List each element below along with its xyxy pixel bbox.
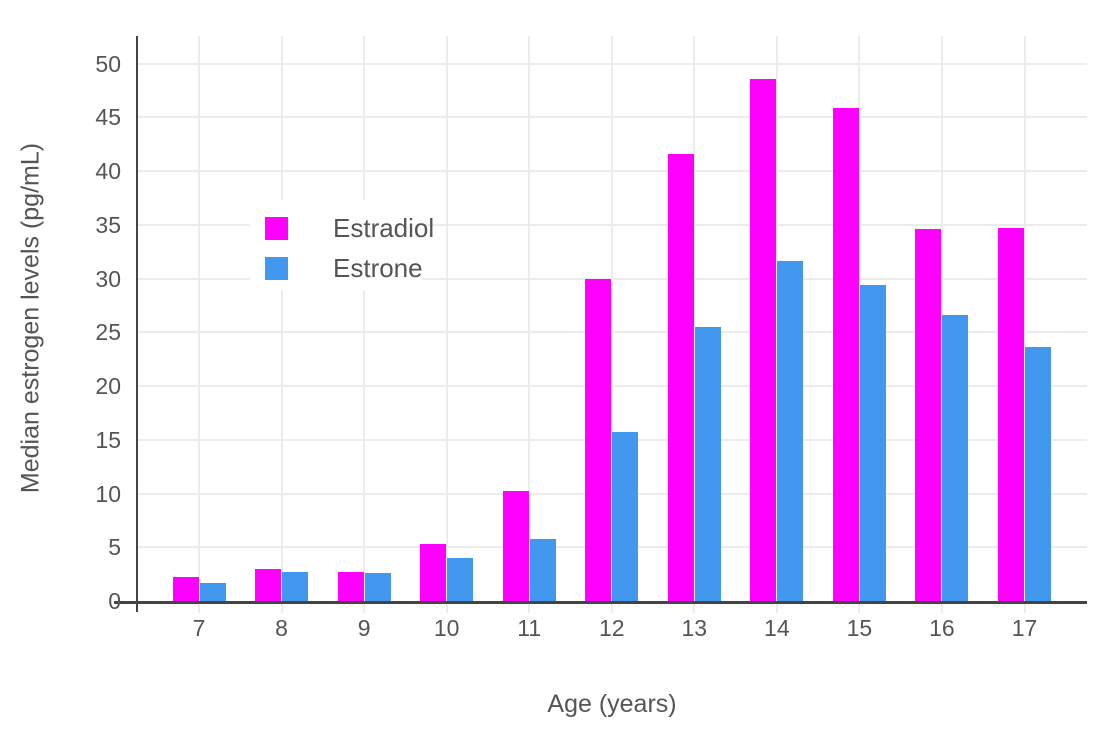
- bar-estrone-age-13[interactable]: [694, 326, 721, 601]
- bar-estradiol-age-14[interactable]: [750, 78, 777, 601]
- gridline-vertical: [775, 36, 778, 613]
- y-tick-label: 45: [95, 104, 121, 131]
- bar-estradiol-age-13[interactable]: [667, 153, 694, 601]
- y-axis-line: [135, 36, 138, 612]
- gridline-horizontal: [138, 223, 1087, 226]
- y-tick-label: 0: [108, 588, 121, 614]
- bar-estradiol-age-12[interactable]: [585, 278, 612, 601]
- y-tick-label: 5: [108, 534, 121, 561]
- legend-item-estradiol[interactable]: Estradiol: [265, 215, 434, 241]
- gridline-vertical: [610, 36, 613, 613]
- gridline-vertical: [858, 36, 861, 613]
- y-tick-label: 10: [95, 480, 121, 507]
- bar-estradiol-age-7[interactable]: [172, 577, 199, 601]
- y-tick-label: 20: [95, 373, 121, 399]
- gridline-horizontal: [138, 62, 1087, 65]
- x-tick-label: 13: [681, 615, 708, 641]
- x-tick-label: 9: [357, 615, 371, 641]
- bar-estrone-age-17[interactable]: [1025, 347, 1051, 601]
- gridline-horizontal: [138, 116, 1087, 119]
- gridline-horizontal: [138, 385, 1087, 387]
- x-axis-title: Age (years): [547, 690, 677, 718]
- x-tick-label: 14: [764, 615, 790, 641]
- y-tick-label: 15: [95, 426, 121, 453]
- x-axis-line: [114, 601, 1087, 604]
- bar-estrone-age-9[interactable]: [364, 573, 391, 601]
- legend-label: Estrone: [333, 253, 423, 283]
- gridline-vertical: [940, 36, 943, 613]
- y-tick-label: 50: [95, 50, 121, 77]
- y-tick-label: 25: [95, 319, 121, 346]
- gridline-horizontal: [138, 277, 1087, 280]
- gridline-vertical: [1023, 36, 1026, 613]
- x-tick-label: 12: [598, 615, 625, 641]
- bar-estrone-age-16[interactable]: [942, 315, 969, 601]
- bar-estradiol-age-11[interactable]: [502, 491, 529, 601]
- bar-estrone-age-15[interactable]: [859, 284, 886, 601]
- bar-estrone-age-12[interactable]: [612, 432, 639, 601]
- gridline-vertical: [445, 36, 448, 613]
- bar-estradiol-age-16[interactable]: [915, 229, 942, 601]
- bar-estradiol-age-10[interactable]: [420, 544, 447, 601]
- x-tick-label: 16: [929, 615, 955, 641]
- x-tick-label: 10: [433, 615, 460, 641]
- gridline-horizontal: [138, 331, 1087, 334]
- legend: Estradiol Estrone: [250, 200, 434, 290]
- bar-estrone-age-14[interactable]: [777, 261, 804, 601]
- y-tick-label: 30: [95, 265, 121, 292]
- legend-label: Estradiol: [333, 213, 435, 243]
- bar-estrone-age-8[interactable]: [282, 571, 309, 601]
- y-tick-label: 40: [95, 158, 121, 184]
- gridline-vertical: [693, 36, 696, 613]
- y-tick-label: 35: [95, 211, 121, 238]
- x-tick-label: 11: [517, 615, 542, 641]
- x-tick-label: 7: [192, 615, 206, 641]
- bar-estradiol-age-9[interactable]: [337, 571, 364, 601]
- bar-estrone-age-7[interactable]: [199, 582, 226, 601]
- bar-estradiol-age-15[interactable]: [832, 107, 859, 601]
- gridline-vertical: [528, 36, 531, 613]
- bar-estrone-age-11[interactable]: [529, 538, 556, 601]
- gridline-vertical: [280, 36, 283, 613]
- gridline-horizontal: [138, 170, 1087, 172]
- y-axis-title: Median estrogen levels (pg/mL): [16, 142, 45, 494]
- legend-swatch-estrone: [265, 256, 288, 280]
- x-tick-label: 8: [275, 615, 288, 641]
- bar-estrone-age-10[interactable]: [447, 558, 474, 601]
- bar-estradiol-age-17[interactable]: [998, 227, 1024, 601]
- gridline-vertical: [363, 36, 366, 613]
- x-tick-label: 17: [1011, 615, 1038, 641]
- x-tick-label: 15: [846, 615, 873, 641]
- legend-item-estrone[interactable]: Estrone: [265, 253, 423, 283]
- bar-estradiol-age-8[interactable]: [255, 568, 282, 601]
- gridline-vertical: [198, 36, 200, 613]
- legend-swatch-estradiol: [265, 216, 288, 240]
